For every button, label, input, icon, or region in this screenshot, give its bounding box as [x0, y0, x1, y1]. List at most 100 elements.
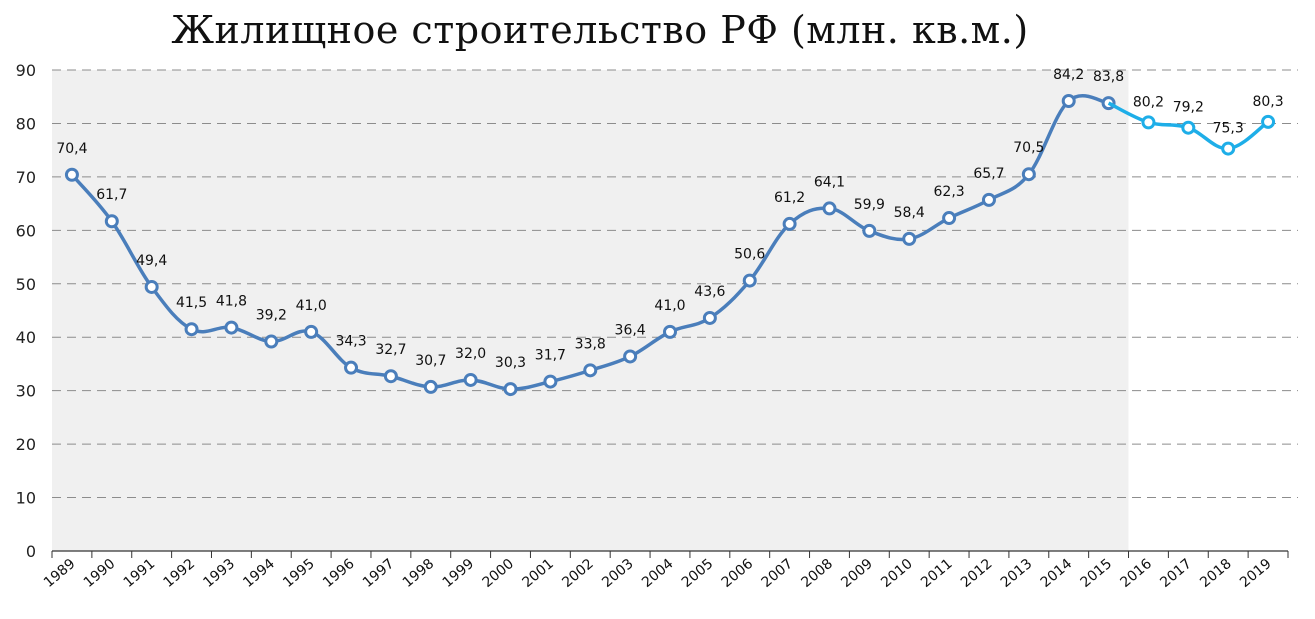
y-tick-label: 10	[16, 489, 36, 508]
data-point-1994	[264, 334, 279, 349]
data-label-2003: 36,4	[615, 322, 646, 338]
x-tick-label: 1992	[161, 556, 199, 591]
data-label-1989: 70,4	[56, 141, 87, 157]
data-label-2013: 70,5	[1013, 140, 1044, 156]
data-label-2007: 61,2	[774, 190, 805, 206]
data-point-2006	[742, 273, 757, 288]
x-tick-label: 1995	[280, 556, 318, 591]
data-point-2009	[862, 223, 877, 238]
data-label-2010: 58,4	[894, 205, 925, 221]
y-tick-label: 60	[16, 221, 36, 240]
data-label-2000: 30,3	[495, 355, 526, 371]
x-tick-label: 1990	[81, 556, 119, 591]
data-point-2001	[543, 374, 558, 389]
data-point-1989	[64, 167, 79, 182]
data-label-2008: 64,1	[814, 174, 845, 190]
x-tick-label: 2007	[759, 556, 797, 591]
x-tick-label: 2017	[1157, 556, 1195, 591]
data-point-2018	[1221, 141, 1236, 156]
data-label-1990: 61,7	[96, 187, 127, 203]
data-label-1995: 41,0	[296, 298, 327, 314]
data-label-2011: 62,3	[934, 184, 965, 200]
x-tick-label: 2013	[998, 556, 1036, 591]
data-label-2019: 80,3	[1252, 94, 1283, 110]
x-tick-label: 2012	[958, 556, 996, 591]
y-tick-label: 40	[16, 328, 36, 347]
data-label-2006: 50,6	[734, 247, 765, 263]
shaded-region	[52, 70, 1129, 551]
data-point-2000	[503, 382, 518, 397]
x-tick-label: 2016	[1117, 556, 1155, 591]
data-point-2016	[1141, 115, 1156, 130]
data-label-2012: 65,7	[973, 166, 1004, 182]
data-point-2014	[1061, 93, 1076, 108]
data-label-2016: 80,2	[1133, 94, 1164, 110]
x-tick-label: 2003	[599, 556, 637, 591]
data-point-1991	[144, 279, 159, 294]
x-tick-label: 1994	[240, 556, 278, 591]
y-tick-label: 90	[16, 61, 36, 80]
data-point-2019	[1261, 114, 1276, 129]
x-tick-label: 1989	[41, 556, 79, 591]
x-tick-label: 2004	[639, 556, 677, 591]
data-label-1998: 30,7	[415, 353, 446, 369]
data-point-1999	[463, 372, 478, 387]
data-point-1990	[104, 214, 119, 229]
y-tick-label: 50	[16, 275, 36, 294]
data-point-1998	[423, 379, 438, 394]
y-tick-label: 70	[16, 168, 36, 187]
x-tick-label: 2005	[679, 556, 717, 591]
x-tick-label: 2008	[798, 556, 836, 591]
x-tick-label: 2006	[719, 556, 757, 591]
data-label-1994: 39,2	[256, 307, 287, 323]
data-point-2007	[782, 216, 797, 231]
x-tick-label: 1998	[400, 556, 438, 591]
data-label-2015: 83,8	[1093, 69, 1124, 85]
x-tick-label: 2018	[1197, 556, 1235, 591]
data-point-2005	[702, 310, 717, 325]
y-tick-label: 0	[26, 542, 36, 561]
data-labels: 70,4 61,7 49,4 41,5 41,8 39,2 41,0 34,3 32,7 30,7…	[56, 67, 1283, 371]
data-point-2011	[942, 211, 957, 226]
data-point-1993	[224, 320, 239, 335]
x-tick-label: 2010	[878, 556, 916, 591]
data-label-2014: 84,2	[1053, 67, 1084, 83]
x-tick-label: 2011	[918, 556, 956, 591]
x-tick-label: 2009	[838, 556, 876, 591]
data-point-2013	[1021, 167, 1036, 182]
series	[64, 93, 1276, 397]
data-point-2012	[981, 192, 996, 207]
data-label-1991: 49,4	[136, 253, 167, 269]
x-tick-label: 2001	[519, 556, 557, 591]
data-point-2017	[1181, 120, 1196, 135]
data-point-1992	[184, 322, 199, 337]
data-label-2005: 43,6	[694, 284, 725, 300]
x-tick-label: 1991	[121, 556, 159, 591]
data-point-2003	[623, 349, 638, 364]
data-label-1993: 41,8	[216, 294, 247, 310]
x-tick-label: 1993	[200, 556, 238, 591]
data-point-2004	[663, 324, 677, 339]
x-tick-label: 2019	[1237, 556, 1275, 591]
data-label-1996: 34,3	[335, 334, 366, 350]
data-label-1997: 32,7	[375, 342, 406, 358]
plot-background	[52, 70, 1129, 551]
data-label-2018: 75,3	[1213, 121, 1244, 137]
data-point-2008	[822, 201, 837, 216]
data-point-1995	[304, 324, 319, 339]
x-tick-label: 2000	[480, 556, 518, 591]
y-tick-label: 30	[16, 382, 36, 401]
x-tick-label: 2002	[559, 556, 597, 591]
x-tick-label: 2014	[1038, 556, 1076, 591]
data-point-2002	[583, 363, 598, 378]
y-tick-label: 80	[16, 114, 36, 133]
data-point-1997	[383, 369, 398, 384]
gridlines	[52, 69, 1298, 499]
x-tick-label: 1999	[440, 556, 478, 591]
data-label-2017: 79,2	[1173, 100, 1204, 116]
data-label-2009: 59,9	[854, 197, 885, 213]
data-label-1992: 41,5	[176, 295, 207, 311]
data-label-1999: 32,0	[455, 346, 486, 362]
data-point-1996	[344, 360, 359, 375]
